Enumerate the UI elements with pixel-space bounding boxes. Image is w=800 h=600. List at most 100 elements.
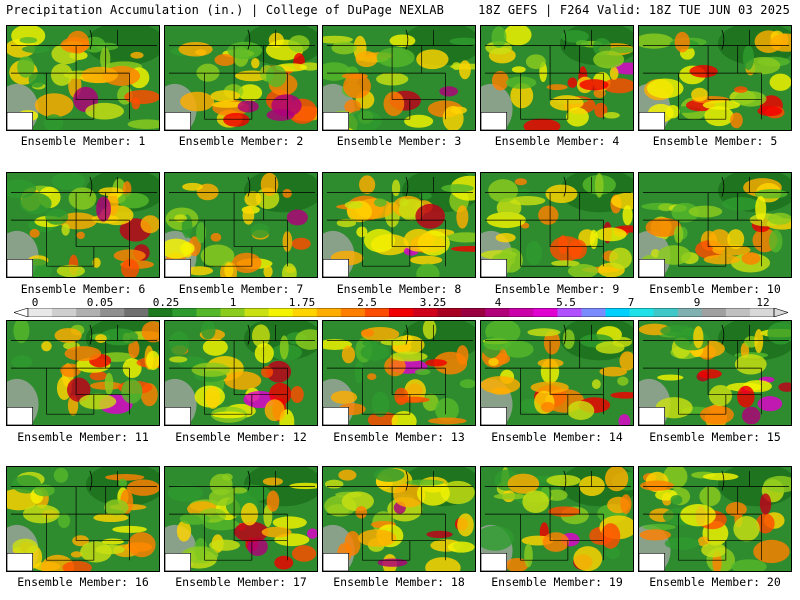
precip-field (7, 26, 159, 130)
colorbar-swatch (437, 308, 462, 317)
colorbar-min-arrow (14, 308, 29, 317)
ensemble-member-label: Ensemble Member: 16 (17, 575, 149, 589)
colorbar-swatch (701, 308, 727, 317)
precip-field (323, 321, 475, 425)
ensemble-member-label: Ensemble Member: 7 (178, 282, 304, 296)
colorbar-tick-label: 2.5 (357, 296, 377, 309)
colorbar-swatch (677, 308, 703, 317)
ensemble-member-map (164, 466, 318, 572)
precip-field (7, 321, 159, 425)
ensemble-member-map (164, 320, 318, 426)
colorbar-swatch (196, 308, 221, 317)
precip-field (323, 173, 475, 277)
ensemble-member-map (322, 25, 476, 131)
colorbar-swatch (461, 308, 486, 317)
ensemble-member-map (638, 466, 792, 572)
precip-field (323, 467, 475, 571)
colorbar-swatch (581, 308, 606, 317)
ensemble-member-map (322, 466, 476, 572)
colorbar-tick-label: 0.25 (152, 296, 180, 309)
ensemble-member-map (6, 466, 160, 572)
colorbar-swatch (557, 308, 582, 317)
precip-field (481, 467, 633, 571)
ensemble-member-map (638, 320, 792, 426)
precip-field (639, 173, 791, 277)
colorbar-tick-label: 9 (693, 296, 701, 309)
colorbar-tick-label: 12 (756, 296, 770, 309)
ensemble-member-label: Ensemble Member: 8 (336, 282, 462, 296)
colorbar-swatch (749, 308, 775, 317)
precip-field (7, 173, 159, 277)
precip-field (323, 26, 475, 130)
colorbar-swatch (172, 308, 197, 317)
colorbar-swatch (340, 308, 366, 317)
colorbar-swatch (292, 308, 318, 317)
precip-field (165, 321, 317, 425)
colorbar-swatch (100, 308, 125, 317)
ensemble-member-label: Ensemble Member: 10 (649, 282, 781, 296)
colorbar-swatch (148, 308, 173, 317)
precip-field (481, 173, 633, 277)
colorbar-swatch (76, 308, 101, 317)
precip-field (639, 26, 791, 130)
ensemble-member-map (480, 172, 634, 278)
precip-field (165, 467, 317, 571)
colorbar-tick-label: 3.25 (419, 296, 447, 309)
ensemble-member-map (480, 25, 634, 131)
precip-field (165, 173, 317, 277)
ensemble-member-label: Ensemble Member: 5 (652, 134, 778, 148)
colorbar-swatch (413, 308, 438, 317)
ensemble-member-map (6, 25, 160, 131)
chart-title: Precipitation Accumulation (in.) | Colle… (6, 3, 445, 17)
ensemble-member-label: Ensemble Member: 3 (336, 134, 462, 148)
colorbar-swatch (124, 308, 149, 317)
colorbar-swatch (52, 308, 77, 317)
precip-field (481, 321, 633, 425)
precip-field (165, 26, 317, 130)
ensemble-member-label: Ensemble Member: 6 (20, 282, 146, 296)
ensemble-member-label: Ensemble Member: 13 (333, 430, 465, 444)
precip-colorbar (14, 308, 788, 317)
ensemble-member-label: Ensemble Member: 4 (494, 134, 620, 148)
precip-field (639, 321, 791, 425)
ensemble-member-label: Ensemble Member: 1 (20, 134, 146, 148)
model-run-info: 18Z GEFS | F264 Valid: 18Z TUE JUN 03 20… (478, 3, 790, 17)
ensemble-member-map (480, 320, 634, 426)
colorbar-swatch (28, 308, 53, 317)
ensemble-member-label: Ensemble Member: 15 (649, 430, 781, 444)
colorbar-swatch (629, 308, 654, 317)
colorbar-max-arrow (773, 308, 788, 317)
ensemble-member-label: Ensemble Member: 19 (491, 575, 623, 589)
colorbar-swatch (605, 308, 630, 317)
colorbar-swatch (388, 308, 414, 317)
ensemble-member-label: Ensemble Member: 18 (333, 575, 465, 589)
ensemble-member-label: Ensemble Member: 2 (178, 134, 304, 148)
ensemble-member-map (480, 466, 634, 572)
colorbar-swatch (364, 308, 390, 317)
colorbar-swatch (244, 308, 269, 317)
ensemble-member-map (322, 320, 476, 426)
ensemble-member-label: Ensemble Member: 20 (649, 575, 781, 589)
colorbar-swatch (268, 308, 294, 317)
ensemble-member-label: Ensemble Member: 9 (494, 282, 620, 296)
precip-field (481, 26, 633, 130)
precip-field (7, 467, 159, 571)
precip-field (639, 467, 791, 571)
colorbar-swatch (509, 308, 534, 317)
colorbar-swatch (316, 308, 342, 317)
ensemble-member-map (164, 172, 318, 278)
colorbar-tick-label: 0 (31, 296, 39, 309)
colorbar-tick-label: 1.75 (288, 296, 316, 309)
ensemble-member-label: Ensemble Member: 11 (17, 430, 149, 444)
colorbar-swatch (485, 308, 510, 317)
ensemble-member-map (638, 172, 792, 278)
colorbar-tick-label: 7 (627, 296, 635, 309)
ensemble-member-label: Ensemble Member: 14 (491, 430, 623, 444)
ensemble-member-map (6, 320, 160, 426)
colorbar-tick-label: 0.05 (86, 296, 114, 309)
colorbar-swatch (653, 308, 679, 317)
colorbar-swatch (725, 308, 751, 317)
ensemble-member-map (638, 25, 792, 131)
colorbar-tick-label: 4 (494, 296, 502, 309)
ensemble-member-map (6, 172, 160, 278)
